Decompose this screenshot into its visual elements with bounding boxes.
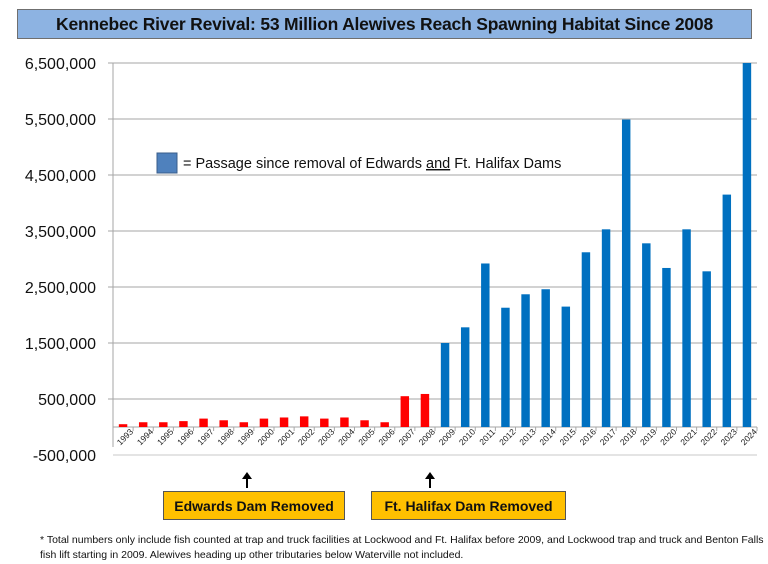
x-tick-label: 2008 [417, 426, 438, 447]
x-tick-label: 2019 [638, 426, 659, 447]
footnote: * Total numbers only include fish counte… [40, 534, 764, 561]
y-tick-label: 500,000 [38, 392, 96, 409]
x-tick-label: 2012 [497, 426, 518, 447]
y-tick-label: 6,500,000 [25, 56, 96, 73]
bar-1996 [179, 421, 188, 427]
bar-1994 [138, 422, 148, 427]
legend-label: = Passage since removal of Edwards and F… [183, 156, 561, 172]
x-tick-label: 2007 [396, 426, 417, 447]
bar-2006 [380, 422, 389, 427]
legend-swatch [156, 152, 178, 174]
bar-2017 [601, 229, 611, 427]
bar-2020 [662, 267, 671, 427]
x-tick-label: 1993 [115, 426, 136, 447]
legend-text-after: Ft. Halifax Dams [450, 156, 561, 172]
bar-2003 [320, 418, 329, 427]
x-tick-label: 2022 [698, 426, 719, 447]
x-tick-label: 1995 [155, 426, 176, 447]
bar-2000 [259, 418, 269, 427]
x-tick-label: 2009 [437, 426, 458, 447]
x-tick-label: 1998 [215, 426, 236, 447]
y-tick-label: 1,500,000 [25, 336, 96, 353]
x-tick-label: 2003 [316, 426, 337, 447]
bar-2011 [481, 263, 490, 427]
chart-title: Kennebec River Revival: 53 Million Alewi… [17, 9, 752, 39]
x-tick-label: 2024 [739, 426, 760, 447]
bar-2016 [581, 252, 591, 427]
bar-2008 [420, 393, 430, 427]
bar-2015 [561, 306, 571, 427]
bar-2022 [702, 271, 711, 427]
x-tick-label: 2010 [457, 426, 478, 447]
legend-text-before: = Passage since removal of Edwards [183, 156, 426, 172]
bar-2018 [621, 119, 631, 427]
bar-2013 [521, 294, 530, 427]
halifax-arrow [429, 478, 431, 488]
y-axis-ticks: 6,500,000 5,500,000 4,500,000 3,500,000 2,50… [25, 56, 96, 465]
gridlines [108, 62, 757, 456]
bar-1998 [219, 420, 228, 427]
y-tick-label: 4,500,000 [25, 168, 96, 185]
x-axis-ticks: 1993 1994 1995 1996 1997 1998 1999 2000 2001 2002… [112, 426, 760, 447]
halifax-dam-annotation: Ft. Halifax Dam Removed [371, 491, 566, 520]
bar-2002 [299, 416, 309, 427]
x-tick-label: 1996 [175, 426, 196, 447]
x-tick-label: 2014 [537, 426, 558, 447]
x-tick-label: 2021 [678, 426, 699, 447]
bar-2019 [642, 243, 651, 427]
bar-1993 [118, 424, 128, 427]
x-tick-label: 2018 [618, 426, 639, 447]
bars [118, 63, 752, 427]
edwards-arrowhead [242, 472, 252, 479]
x-tick-label: 1997 [195, 426, 216, 447]
x-tick-label: 2000 [256, 426, 277, 447]
bar-1997 [199, 418, 208, 427]
bar-2010 [460, 327, 470, 427]
x-tick-label: 1999 [235, 426, 256, 447]
x-tick-label: 2011 [477, 427, 497, 447]
bar-2007 [400, 396, 410, 427]
bar-2024 [742, 63, 752, 427]
bar-2005 [360, 420, 369, 427]
bar-2021 [682, 229, 691, 427]
x-tick-label: 2006 [376, 426, 397, 447]
x-tick-label: 2002 [296, 426, 317, 447]
y-tick-label: 3,500,000 [25, 224, 96, 241]
x-tick-label: 2004 [336, 426, 357, 447]
x-tick-label: 2016 [578, 426, 599, 447]
legend-text-underlined: and [426, 156, 450, 172]
x-tick-label: 2020 [658, 426, 679, 447]
y-tick-label: 5,500,000 [25, 112, 96, 129]
x-tick-label: 2013 [517, 426, 538, 447]
bar-1999 [239, 422, 249, 427]
bar-2004 [340, 417, 349, 427]
x-tick-label: 2001 [276, 426, 297, 447]
x-tick-label: 1994 [135, 426, 156, 447]
bar-2014 [541, 289, 550, 427]
bar-1995 [159, 422, 168, 427]
bar-2009 [440, 343, 450, 427]
x-tick-label: 2017 [598, 426, 619, 447]
y-tick-label: 2,500,000 [25, 280, 96, 297]
bar-2001 [279, 417, 289, 427]
edwards-dam-annotation: Edwards Dam Removed [163, 491, 345, 520]
legend: = Passage since removal of Edwards and F… [156, 152, 561, 174]
bar-2012 [501, 307, 510, 427]
bar-2023 [722, 194, 732, 427]
x-tick-label: 2015 [557, 426, 578, 447]
x-tick-label: 2005 [356, 426, 377, 447]
y-tick-label: -500,000 [33, 448, 96, 465]
edwards-arrow [246, 478, 248, 488]
x-tick-label: 2023 [718, 426, 739, 447]
halifax-arrowhead [425, 472, 435, 479]
